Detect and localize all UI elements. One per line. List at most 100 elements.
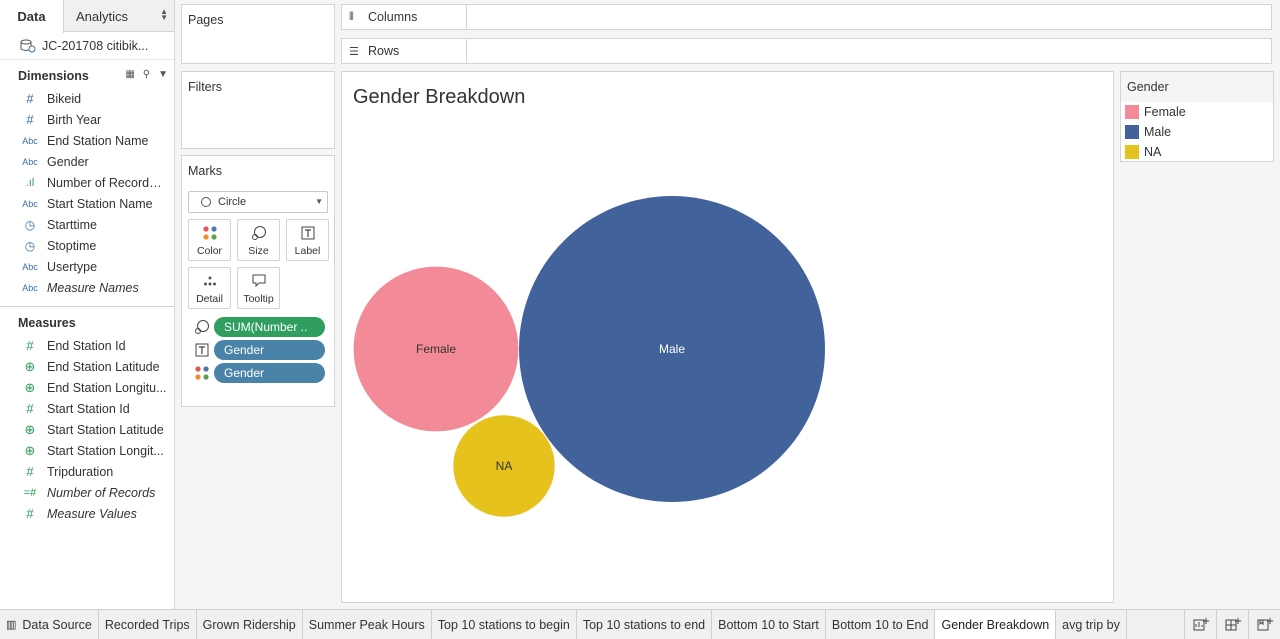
legend-item[interactable]: Female (1121, 102, 1273, 122)
sheet-tab[interactable]: Recorded Trips (99, 609, 197, 639)
view-title: Gender Breakdown (353, 86, 526, 108)
measure-field[interactable]: ⊕ Start Station Latitude (0, 419, 174, 440)
measure-field[interactable]: # End Station Id (0, 335, 174, 356)
tab-tools (1184, 610, 1280, 639)
field-name: Bikeid (47, 91, 82, 106)
pages-card[interactable]: Pages (181, 4, 335, 64)
view-toggle-icon[interactable]: ▦ (125, 69, 135, 80)
mark-type-dropdown[interactable]: Circle ▼ (188, 191, 328, 213)
dimension-field[interactable]: Abc Gender (0, 151, 174, 172)
label-pill[interactable]: Gender (214, 340, 325, 360)
new-worksheet-button[interactable] (1184, 610, 1216, 639)
sheet-tab[interactable]: Top 10 stations to begin (432, 609, 577, 639)
sheet-tab[interactable]: avg trip by (1056, 609, 1127, 639)
sheet-tab-label: Top 10 stations to begin (437, 617, 570, 632)
label-button[interactable]: Label (286, 219, 329, 261)
detail-button[interactable]: Detail (188, 267, 231, 309)
filters-title: Filters (188, 80, 223, 94)
sheet-tab[interactable]: Bottom 10 to End (826, 609, 936, 639)
datasource-item[interactable]: JC-201708 citibik... (0, 32, 174, 60)
measure-field[interactable]: =# Number of Records (0, 482, 174, 503)
field-name: Start Station Name (47, 196, 153, 211)
number-type-icon: # (26, 91, 34, 106)
bubble-male[interactable] (519, 196, 825, 502)
bubble-female[interactable] (353, 266, 519, 432)
tab-analytics-label: Analytics (76, 8, 129, 24)
field-name: Gender (47, 154, 89, 169)
dimension-field[interactable]: ◷ Stoptime (0, 235, 174, 256)
bubble-na[interactable] (453, 415, 555, 517)
globe-icon: ⊕ (24, 442, 36, 458)
legend-item[interactable]: Male (1121, 122, 1273, 142)
sheet-tab[interactable]: Bottom 10 to Start (712, 609, 826, 639)
search-icon[interactable]: ⚲ (142, 69, 151, 80)
color-icon (194, 365, 210, 381)
legend-label: NA (1144, 145, 1162, 159)
measure-field[interactable]: # Tripduration (0, 461, 174, 482)
legend-items: Female Male NA (1121, 102, 1273, 162)
legend-title: Gender (1121, 72, 1273, 102)
measure-field[interactable]: # Start Station Id (0, 398, 174, 419)
detail-label: Detail (196, 293, 223, 305)
new-dashboard-icon (1225, 618, 1241, 631)
sheet-tab[interactable]: Gender Breakdown (935, 609, 1057, 639)
dimension-field[interactable]: ◷ Starttime (0, 214, 174, 235)
sheet-tab[interactable]: Grown Ridership (197, 609, 303, 639)
columns-shelf-label: ⦀ Columns (342, 5, 467, 29)
sheet-tab-label: Grown Ridership (202, 617, 296, 632)
new-story-button[interactable] (1248, 610, 1280, 639)
legend-swatch (1125, 145, 1139, 159)
tooltip-icon (251, 273, 267, 289)
bins-icon: .ıl (25, 176, 35, 189)
legend-item[interactable]: NA (1121, 142, 1273, 162)
dimension-field[interactable]: Abc End Station Name (0, 130, 174, 151)
dimension-field[interactable]: Abc Measure Names (0, 277, 174, 298)
globe-icon: ⊕ (24, 421, 36, 437)
bubble-chart[interactable]: Female Male NA (342, 72, 1113, 602)
filters-card[interactable]: Filters (181, 71, 335, 149)
sheet-tab[interactable]: Top 10 stations to end (577, 609, 713, 639)
updown-arrows-icon: ▲ ▼ (160, 7, 168, 22)
bubble-label: Male (659, 342, 685, 356)
tab-data-source[interactable]: ▥ Data Source (0, 609, 99, 639)
text-label-icon (300, 225, 316, 241)
new-dashboard-button[interactable] (1216, 610, 1248, 639)
measure-field[interactable]: # Measure Values (0, 503, 174, 524)
marks-title: Marks (188, 164, 223, 178)
legend-swatch (1125, 105, 1139, 119)
datasource-tab-icon: ▥ (6, 619, 17, 631)
mark-type-label: Circle (218, 196, 247, 208)
color-button[interactable]: Color (188, 219, 231, 261)
dimension-field[interactable]: # Bikeid (0, 88, 174, 109)
measure-field[interactable]: ⊕ End Station Longitu... (0, 377, 174, 398)
columns-shelf[interactable]: ⦀ Columns (341, 4, 1272, 30)
measure-field[interactable]: ⊕ Start Station Longit... (0, 440, 174, 461)
dimensions-list: # Bikeid # Birth Year Abc End Station Name Abc… (0, 88, 174, 298)
string-type-icon: Abc (22, 198, 38, 209)
color-pill[interactable]: Gender (214, 363, 325, 383)
field-name: Start Station Longit... (47, 443, 164, 458)
dimension-field[interactable]: # Birth Year (0, 109, 174, 130)
dimension-field[interactable]: Abc Start Station Name (0, 193, 174, 214)
sheet-tabs: ▥ Data Source Recorded Trips Grown Ridershi… (0, 609, 1127, 639)
dimension-field[interactable]: .ıl Number of Records ... (0, 172, 174, 193)
size-button[interactable]: Size (237, 219, 280, 261)
columns-label: Columns (368, 10, 418, 24)
string-type-icon: Abc (22, 156, 38, 167)
size-pill[interactable]: SUM(Number .. (214, 317, 325, 337)
sheet-tab[interactable]: Summer Peak Hours (303, 609, 432, 639)
measure-field[interactable]: ⊕ End Station Latitude (0, 356, 174, 377)
worksheet-view[interactable]: Gender Breakdown Female Male NA (341, 71, 1114, 603)
dimension-field[interactable]: Abc Usertype (0, 256, 174, 277)
tooltip-button[interactable]: Tooltip (237, 267, 280, 309)
dropdown-icon[interactable]: ▼ (158, 69, 168, 80)
chevron-down-icon: ▼ (315, 197, 323, 206)
color-label: Color (196, 245, 223, 257)
tab-analytics[interactable]: Analytics ▲ ▼ (64, 0, 174, 32)
label-pill-row: Gender (194, 340, 325, 360)
color-legend: Gender Female Male NA (1120, 71, 1274, 162)
size-label: Size (248, 245, 269, 257)
rows-shelf[interactable]: ☰ Rows (341, 38, 1272, 64)
tab-data[interactable]: Data (0, 0, 64, 33)
detail-icon (202, 273, 218, 289)
